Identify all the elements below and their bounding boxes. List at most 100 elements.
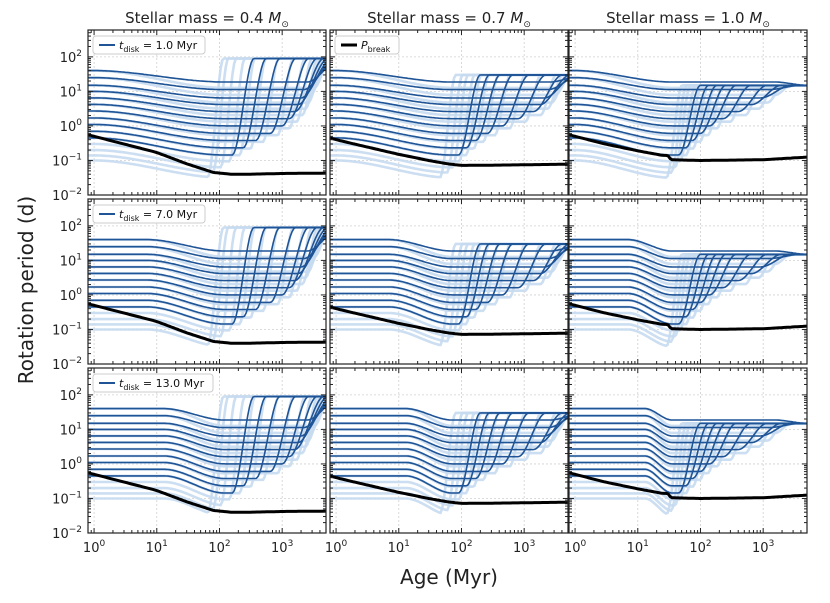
series-group [569,69,807,179]
p-break-line [88,471,326,514]
rotation-track-line [88,65,326,91]
x-tick-label: 100 [564,539,587,556]
y-tick-label: 102 [60,218,82,235]
faint-track-line [569,84,807,104]
panel: 10−2 10−1 100 101 102 100 101 102 103 tdisk = 13.… [52,367,327,556]
rotation-track-line [330,414,568,429]
rotation-track-line [88,57,326,113]
panel-frame [329,367,569,534]
legend-label: tdisk = 13.0 Myr [119,377,205,392]
faint-track-line [88,62,326,90]
p-break-line [330,136,568,167]
rotation-track-line [330,243,568,282]
y-tick-label: 100 [60,287,83,304]
legend-box [334,35,400,55]
rotation-track-line [88,403,326,429]
rotation-track-line [569,84,807,106]
y-tick-label: 101 [60,252,82,269]
series-group [569,407,807,515]
rotation-track-line [330,74,568,113]
p-break-line [569,133,807,162]
rotation-track-line [88,234,326,260]
rotation-track-line [88,226,326,282]
panel-frame [329,198,569,365]
rotation-track-line [569,422,807,444]
legend-box [92,373,214,393]
rotation-track-line [569,84,807,99]
faint-track-line [330,69,568,90]
gridlines [569,199,807,365]
panel [568,29,808,196]
rotation-track-line [330,74,568,106]
rotation-track-line [88,58,326,106]
rotation-track-line [88,67,326,83]
x-tick-label: 102 [208,539,230,556]
series-group [330,238,568,347]
p-break-line [569,302,807,331]
column-titles: Stellar mass = 0.4 M⊙ Stellar mass = 0.7 … [125,9,770,30]
y-axis-label: Rotation period (d) [14,196,38,384]
rotation-track-line [88,405,326,421]
rotation-track-line [330,245,568,260]
series-group [330,407,568,515]
gridlines [569,368,807,534]
rotation-track-line [330,77,568,99]
rotation-track-line [330,74,568,127]
rotation-track-line [88,57,326,142]
ticks [330,199,569,365]
p-break-line [88,133,326,176]
rotation-track-line [88,227,326,275]
ticks [88,199,327,365]
x-tick-label: 102 [689,539,711,556]
ticks [569,368,808,534]
ticks [88,30,327,196]
series-group [569,238,807,348]
rotation-track-line [330,243,568,275]
rotation-track-line [88,226,326,296]
rotation-track-line [330,76,568,91]
rotation-track-line [330,412,568,444]
legend-label: tdisk = 1.0 Myr [119,39,198,54]
gridlines [330,199,568,365]
x-tick-label: 101 [627,539,649,556]
panel-frame [329,29,569,196]
ticks [330,30,569,196]
y-tick-label: 100 [60,118,83,135]
rotation-track-line [330,412,568,465]
y-tick-label: 101 [60,83,82,100]
faint-track-line [330,73,568,110]
legend-label: Pbreak [361,39,391,54]
legend-box [92,35,206,55]
legend-label: tdisk = 7.0 Myr [119,208,198,223]
rotation-track-line [88,236,326,252]
panel-frame [568,198,808,365]
rotation-track-line [88,231,326,268]
panel [568,198,808,365]
rotation-track-line [88,396,326,444]
rotation-track-line [569,422,807,451]
x-tick-label: 101 [388,539,410,556]
rotation-track-line [88,395,326,494]
x-axis-label: Age (Myr) [400,565,498,589]
series-group [88,226,326,346]
rotation-track-line [88,57,326,127]
ticks [330,368,569,534]
rotation-track-line [569,238,807,256]
y-tick-label: 10−1 [52,321,82,338]
rotation-track-line [569,407,807,425]
rotation-track-line [569,76,807,91]
rotation-track-line [330,412,568,451]
rotation-track-line [88,395,326,480]
y-tick-label: 100 [60,456,83,473]
faint-track-line [88,395,326,495]
panel: Pbreak [329,29,569,196]
p-break-line [569,471,807,500]
panel [329,198,569,365]
x-tick-label: 100 [83,539,106,556]
rotation-track-line [330,407,568,421]
series-group [330,69,568,179]
x-tick-label: 103 [271,539,293,556]
p-break-line [88,302,326,345]
x-tick-label: 103 [752,539,774,556]
panel-frame [87,29,327,196]
